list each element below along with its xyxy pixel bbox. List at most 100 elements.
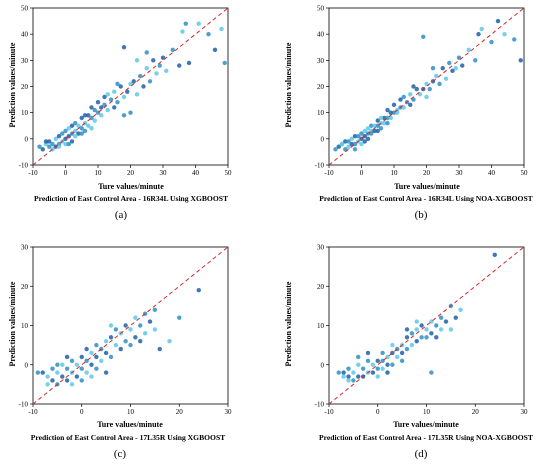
panel-c-x-tick-label: 30 <box>225 408 233 416</box>
panel-c-data-point <box>35 370 41 375</box>
panel-c-data-point <box>89 350 94 356</box>
panel-d-data-point <box>448 327 454 332</box>
panel-b-data-point <box>447 60 452 66</box>
panel-c-data-point <box>45 374 50 379</box>
panel-d: Prediction of East Control Area - 17L35R… <box>284 244 533 461</box>
panel-a-data-point <box>121 45 127 50</box>
panel-a-x-tick-label: 0 <box>64 169 68 177</box>
panel-c-data-point <box>108 323 114 328</box>
panel-c-data-point <box>55 370 60 375</box>
panel-d-data-point <box>370 362 376 367</box>
panel-b-data-point <box>518 58 523 63</box>
panel-a-data-point <box>131 79 136 84</box>
panel-c-data-point <box>69 382 75 387</box>
panel-a-data-point <box>73 120 78 126</box>
panel-d-data-point <box>375 374 380 379</box>
panel-b-data-point <box>430 65 436 71</box>
panel-a-data-point <box>118 84 123 89</box>
panel-d-data-point <box>365 350 371 356</box>
panel-c-data-point <box>177 315 182 320</box>
panel-d-data-point <box>458 307 463 312</box>
panel-a-ylabel: Prediction values/minute <box>8 42 17 127</box>
panel-b-data-point <box>408 92 413 97</box>
panel-d-x-tick-label: 10 <box>423 408 431 416</box>
panel-b-label: (b) <box>415 209 428 221</box>
panel-c-data-point <box>84 346 89 352</box>
panel-c-reference-line <box>32 246 229 405</box>
panel-d-data-point <box>385 362 390 367</box>
panel-b-data-point <box>375 128 380 134</box>
panel-b-x-tick-label: 10 <box>391 169 399 177</box>
panel-b-data-point <box>453 65 458 71</box>
panel-d-data-point <box>404 335 410 340</box>
panel-c-data-point <box>74 362 80 367</box>
panel-a-data-point <box>206 31 211 37</box>
panel-a-y-tick-label: 30 <box>21 57 29 65</box>
panel-c-data-point <box>113 327 119 332</box>
panel-d-xlabel: Ture values/minute <box>393 420 459 429</box>
panel-c-data-point <box>94 366 99 371</box>
panel-d-data-point <box>419 335 424 340</box>
panel-b-data-point <box>398 97 403 102</box>
panel-c-data-point <box>118 346 123 352</box>
panel-d-data-point <box>375 358 380 364</box>
panel-a-data-point <box>112 105 117 110</box>
panel-c-data-point <box>133 315 138 320</box>
panel-a-data-point <box>138 73 143 79</box>
panel-b-data-point <box>391 102 397 108</box>
panel-a-reference-line <box>32 7 229 166</box>
panel-a-data-point <box>66 141 71 147</box>
panel-d-label: (d) <box>415 448 428 460</box>
panel-d-data-point <box>365 358 371 364</box>
panel-a-data-point <box>86 113 91 118</box>
panel-b-data-point <box>352 134 358 139</box>
panel-c-data-point <box>138 323 143 328</box>
panel-b-x-tick-label: -10 <box>324 169 334 177</box>
panel-a-data-point <box>43 139 49 144</box>
panel-a-data-point <box>212 47 218 53</box>
panel-a-data-point <box>196 21 201 26</box>
panel-b-xlabel: Ture values/minute <box>394 182 460 191</box>
panel-d-data-point <box>429 331 434 336</box>
panel-d-data-point <box>404 346 410 352</box>
panel-a-data-point <box>144 50 149 55</box>
panel-c-data-point <box>99 358 104 364</box>
panel-a-data-point <box>121 94 127 100</box>
panel-a-data-point <box>73 134 78 139</box>
panel-c-data-point <box>60 374 65 379</box>
panel-a-data-point <box>186 60 192 66</box>
panel-b-data-point <box>473 58 478 63</box>
panel-c-title: Prediction of East Control Area - 17L35R… <box>31 433 226 442</box>
panel-a-data-point <box>115 81 120 87</box>
panel-b-data-point <box>437 81 442 87</box>
panel-b-data-point <box>388 110 393 115</box>
panel-d-data-point <box>409 331 415 336</box>
panel-b-ylabel: Prediction values/minute <box>284 42 293 127</box>
panel-c-data-point <box>103 370 109 375</box>
panel-d-data-point <box>356 362 361 367</box>
panel-a-data-point <box>37 144 42 149</box>
panel-a-y-tick-label: 20 <box>21 83 29 91</box>
panel-b-y-tick-label: 50 <box>317 5 325 13</box>
panel-a-data-point <box>66 126 71 131</box>
panel-c-ylabel: Prediction values/minute <box>8 281 17 366</box>
panel-d-data-point <box>443 319 449 324</box>
panel-b-data-point <box>385 120 390 126</box>
panel-c-data-point <box>196 287 201 293</box>
panel-a-data-point <box>219 26 224 32</box>
panel-d-y-tick-label: 30 <box>317 244 325 252</box>
panel-b-data-point <box>375 118 380 123</box>
panel-a-data-point <box>105 107 110 113</box>
panel-a-data-point <box>128 110 133 115</box>
panel-c-xlabel: Ture values/minute <box>97 420 163 429</box>
panel-b-data-point <box>349 136 354 142</box>
panel-a-data-point <box>177 63 182 68</box>
panel-d-data-point <box>390 362 395 367</box>
panel-b-data-point <box>408 102 413 108</box>
panel-b-data-point <box>401 94 406 100</box>
panel-c-data-point <box>64 366 70 371</box>
panel-a-data-point <box>69 123 75 128</box>
panel-c-data-point <box>60 362 65 367</box>
panel-c-data-point <box>50 366 55 371</box>
